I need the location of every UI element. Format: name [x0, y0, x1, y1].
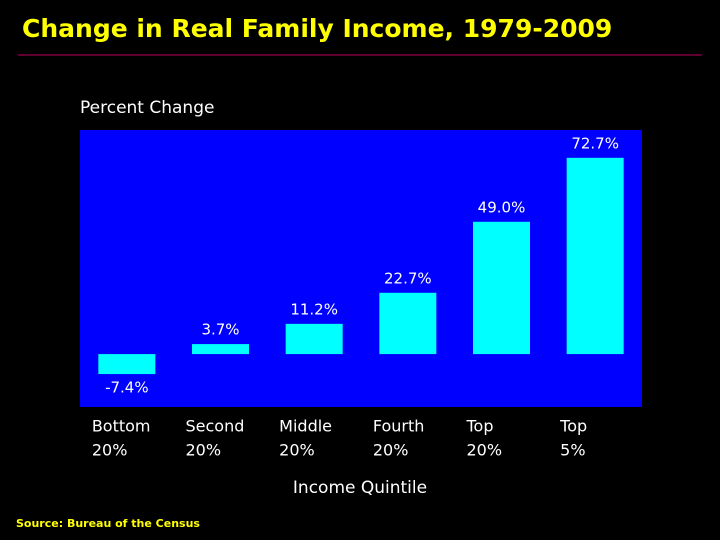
x-tick-label: 20%: [279, 441, 315, 460]
bar: [285, 323, 343, 355]
y-axis-label: Percent Change: [80, 98, 214, 118]
x-axis-label: Income Quintile: [293, 478, 427, 498]
chart-title: Change in Real Family Income, 1979-2009: [22, 14, 612, 43]
bar: [192, 344, 249, 355]
bar: [566, 157, 624, 355]
bar: [98, 354, 156, 375]
x-tick-label: 20%: [467, 441, 503, 460]
x-tick-label: 20%: [92, 441, 128, 460]
x-tick-label: Fourth: [373, 417, 425, 436]
value-label: 22.7%: [384, 269, 432, 287]
value-label: 3.7%: [201, 321, 239, 339]
value-label: 49.0%: [478, 198, 526, 216]
bar: [473, 221, 530, 355]
value-label: 11.2%: [290, 300, 338, 318]
x-tick-label: Second: [186, 417, 245, 436]
x-tick-label: Top: [466, 417, 494, 436]
x-tick-label: 5%: [560, 441, 585, 460]
x-tick-label: Middle: [279, 417, 332, 436]
plot-area: [80, 130, 642, 407]
x-tick-label: Bottom: [92, 417, 151, 436]
value-label: -7.4%: [105, 379, 149, 397]
value-label: 72.7%: [571, 134, 619, 152]
x-tick-label: Top: [559, 417, 587, 436]
bar: [379, 292, 437, 355]
x-tick-label: 20%: [373, 441, 409, 460]
x-tick-label: 20%: [186, 441, 222, 460]
source-note: Source: Bureau of the Census: [16, 517, 200, 530]
